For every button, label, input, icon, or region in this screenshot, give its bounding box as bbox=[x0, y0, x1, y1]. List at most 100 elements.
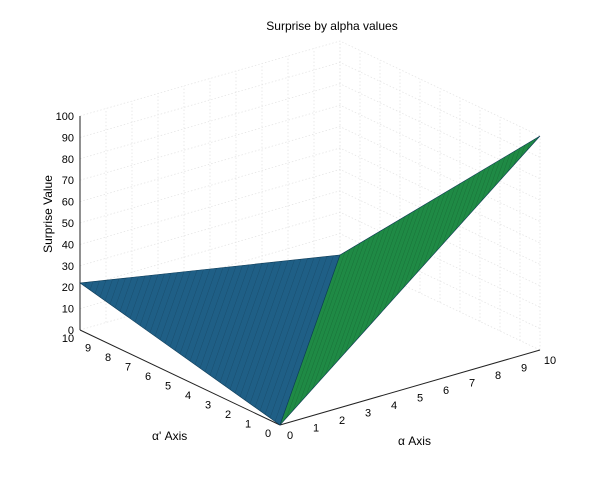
mesh-line bbox=[219, 263, 263, 383]
z-axis-label: Surprise Value bbox=[41, 175, 55, 253]
y-tick-label: 8 bbox=[105, 352, 111, 364]
mesh-line bbox=[89, 281, 94, 291]
mesh-line bbox=[144, 273, 165, 330]
z-tick-label: 20 bbox=[62, 282, 74, 294]
mesh-line bbox=[84, 282, 87, 287]
mesh-line bbox=[189, 267, 224, 362]
mesh-line bbox=[129, 275, 146, 319]
mesh-line bbox=[286, 251, 346, 418]
z-tick-label: 80 bbox=[62, 154, 74, 166]
x-axis-label: α Axis bbox=[398, 434, 431, 448]
z-tick-label: 0 bbox=[68, 325, 74, 337]
x-tick-label: 0 bbox=[287, 430, 293, 442]
mesh-line bbox=[435, 183, 461, 252]
axes bbox=[79, 116, 541, 426]
z-tick-label: 50 bbox=[62, 218, 74, 230]
mesh-line bbox=[209, 264, 250, 376]
mesh-line bbox=[99, 280, 107, 298]
z-tick-label: 40 bbox=[62, 239, 74, 251]
z-tick-label: 30 bbox=[62, 261, 74, 273]
mesh-line bbox=[507, 150, 516, 173]
mesh-line bbox=[422, 189, 451, 267]
mesh-line bbox=[104, 279, 113, 301]
mesh-line bbox=[442, 180, 466, 245]
z-tick-label: 10 bbox=[62, 304, 74, 316]
mesh-line bbox=[249, 259, 302, 404]
gridline bbox=[79, 83, 541, 180]
mesh-line bbox=[274, 255, 334, 422]
mesh-line bbox=[390, 204, 426, 303]
mesh-line bbox=[526, 141, 531, 151]
surfaces bbox=[79, 135, 541, 426]
mesh-line bbox=[259, 257, 315, 411]
z-tick-label: 60 bbox=[62, 197, 74, 209]
x-tick-label: 1 bbox=[313, 423, 319, 435]
mesh-line bbox=[383, 207, 421, 310]
gridline bbox=[79, 62, 541, 158]
mesh-line bbox=[468, 168, 486, 216]
gridline bbox=[79, 169, 541, 265]
gridline bbox=[79, 147, 541, 244]
mesh-line bbox=[396, 201, 431, 296]
z-tick-label: 70 bbox=[62, 175, 74, 187]
mesh-line bbox=[455, 174, 476, 231]
mesh-line bbox=[357, 219, 401, 339]
mesh-line bbox=[194, 266, 230, 365]
z-tick-label: 100 bbox=[56, 111, 74, 123]
mesh-line bbox=[403, 198, 436, 288]
mesh-line bbox=[370, 213, 411, 324]
mesh-line bbox=[254, 258, 308, 408]
x-tick-label: 2 bbox=[339, 415, 345, 427]
mesh-line bbox=[124, 276, 139, 315]
x-tick-label: 5 bbox=[417, 393, 423, 405]
y-tick-label: 2 bbox=[225, 409, 231, 421]
y-tick-label: 5 bbox=[165, 381, 171, 393]
x-tick-label: 8 bbox=[495, 370, 501, 382]
mesh-line bbox=[331, 231, 381, 368]
mesh-line bbox=[344, 225, 391, 353]
mesh-line bbox=[351, 222, 396, 346]
y-tick-label: 1 bbox=[245, 419, 251, 431]
mesh-line bbox=[224, 262, 269, 387]
mesh-line bbox=[416, 192, 446, 274]
tick-labels: 0123456789100123456789100102030405060708… bbox=[56, 111, 556, 442]
mesh-line bbox=[409, 195, 441, 281]
mesh-line bbox=[164, 270, 191, 344]
mesh-line bbox=[448, 177, 471, 238]
mesh-line bbox=[269, 256, 328, 418]
z-tick-label: 90 bbox=[62, 132, 74, 144]
mesh-line bbox=[364, 216, 406, 332]
mesh-line bbox=[234, 261, 282, 394]
y-tick-label: 4 bbox=[185, 390, 191, 402]
mesh-line bbox=[214, 263, 256, 379]
y-axis-label: α' Axis bbox=[152, 429, 187, 443]
mesh-line bbox=[244, 259, 295, 401]
mesh-line bbox=[169, 270, 198, 347]
mesh-line bbox=[204, 265, 243, 372]
mesh-line bbox=[154, 272, 178, 337]
mesh-line bbox=[461, 171, 481, 223]
x-tick-label: 6 bbox=[443, 385, 449, 397]
mesh-line bbox=[305, 243, 361, 397]
mesh-line bbox=[481, 162, 496, 202]
mesh-line bbox=[325, 234, 376, 375]
mesh-line bbox=[109, 278, 120, 305]
y-axis-line bbox=[79, 329, 281, 426]
y-tick-label: 10 bbox=[62, 333, 74, 345]
gridline bbox=[79, 40, 541, 137]
x-tick-label: 4 bbox=[391, 400, 397, 412]
grid bbox=[79, 40, 541, 351]
x-tick-label: 9 bbox=[521, 363, 527, 375]
mesh-line bbox=[94, 280, 100, 294]
mesh-line bbox=[179, 268, 211, 355]
mesh-line bbox=[487, 159, 501, 194]
mesh-line bbox=[149, 273, 172, 333]
mesh-line bbox=[134, 275, 152, 323]
mesh-line bbox=[184, 268, 217, 358]
x-tick-label: 10 bbox=[544, 355, 556, 367]
mesh-line bbox=[318, 237, 371, 382]
mesh-line bbox=[139, 274, 159, 326]
mesh-line bbox=[513, 147, 521, 165]
mesh-line bbox=[299, 245, 356, 404]
mesh-line bbox=[239, 260, 289, 397]
